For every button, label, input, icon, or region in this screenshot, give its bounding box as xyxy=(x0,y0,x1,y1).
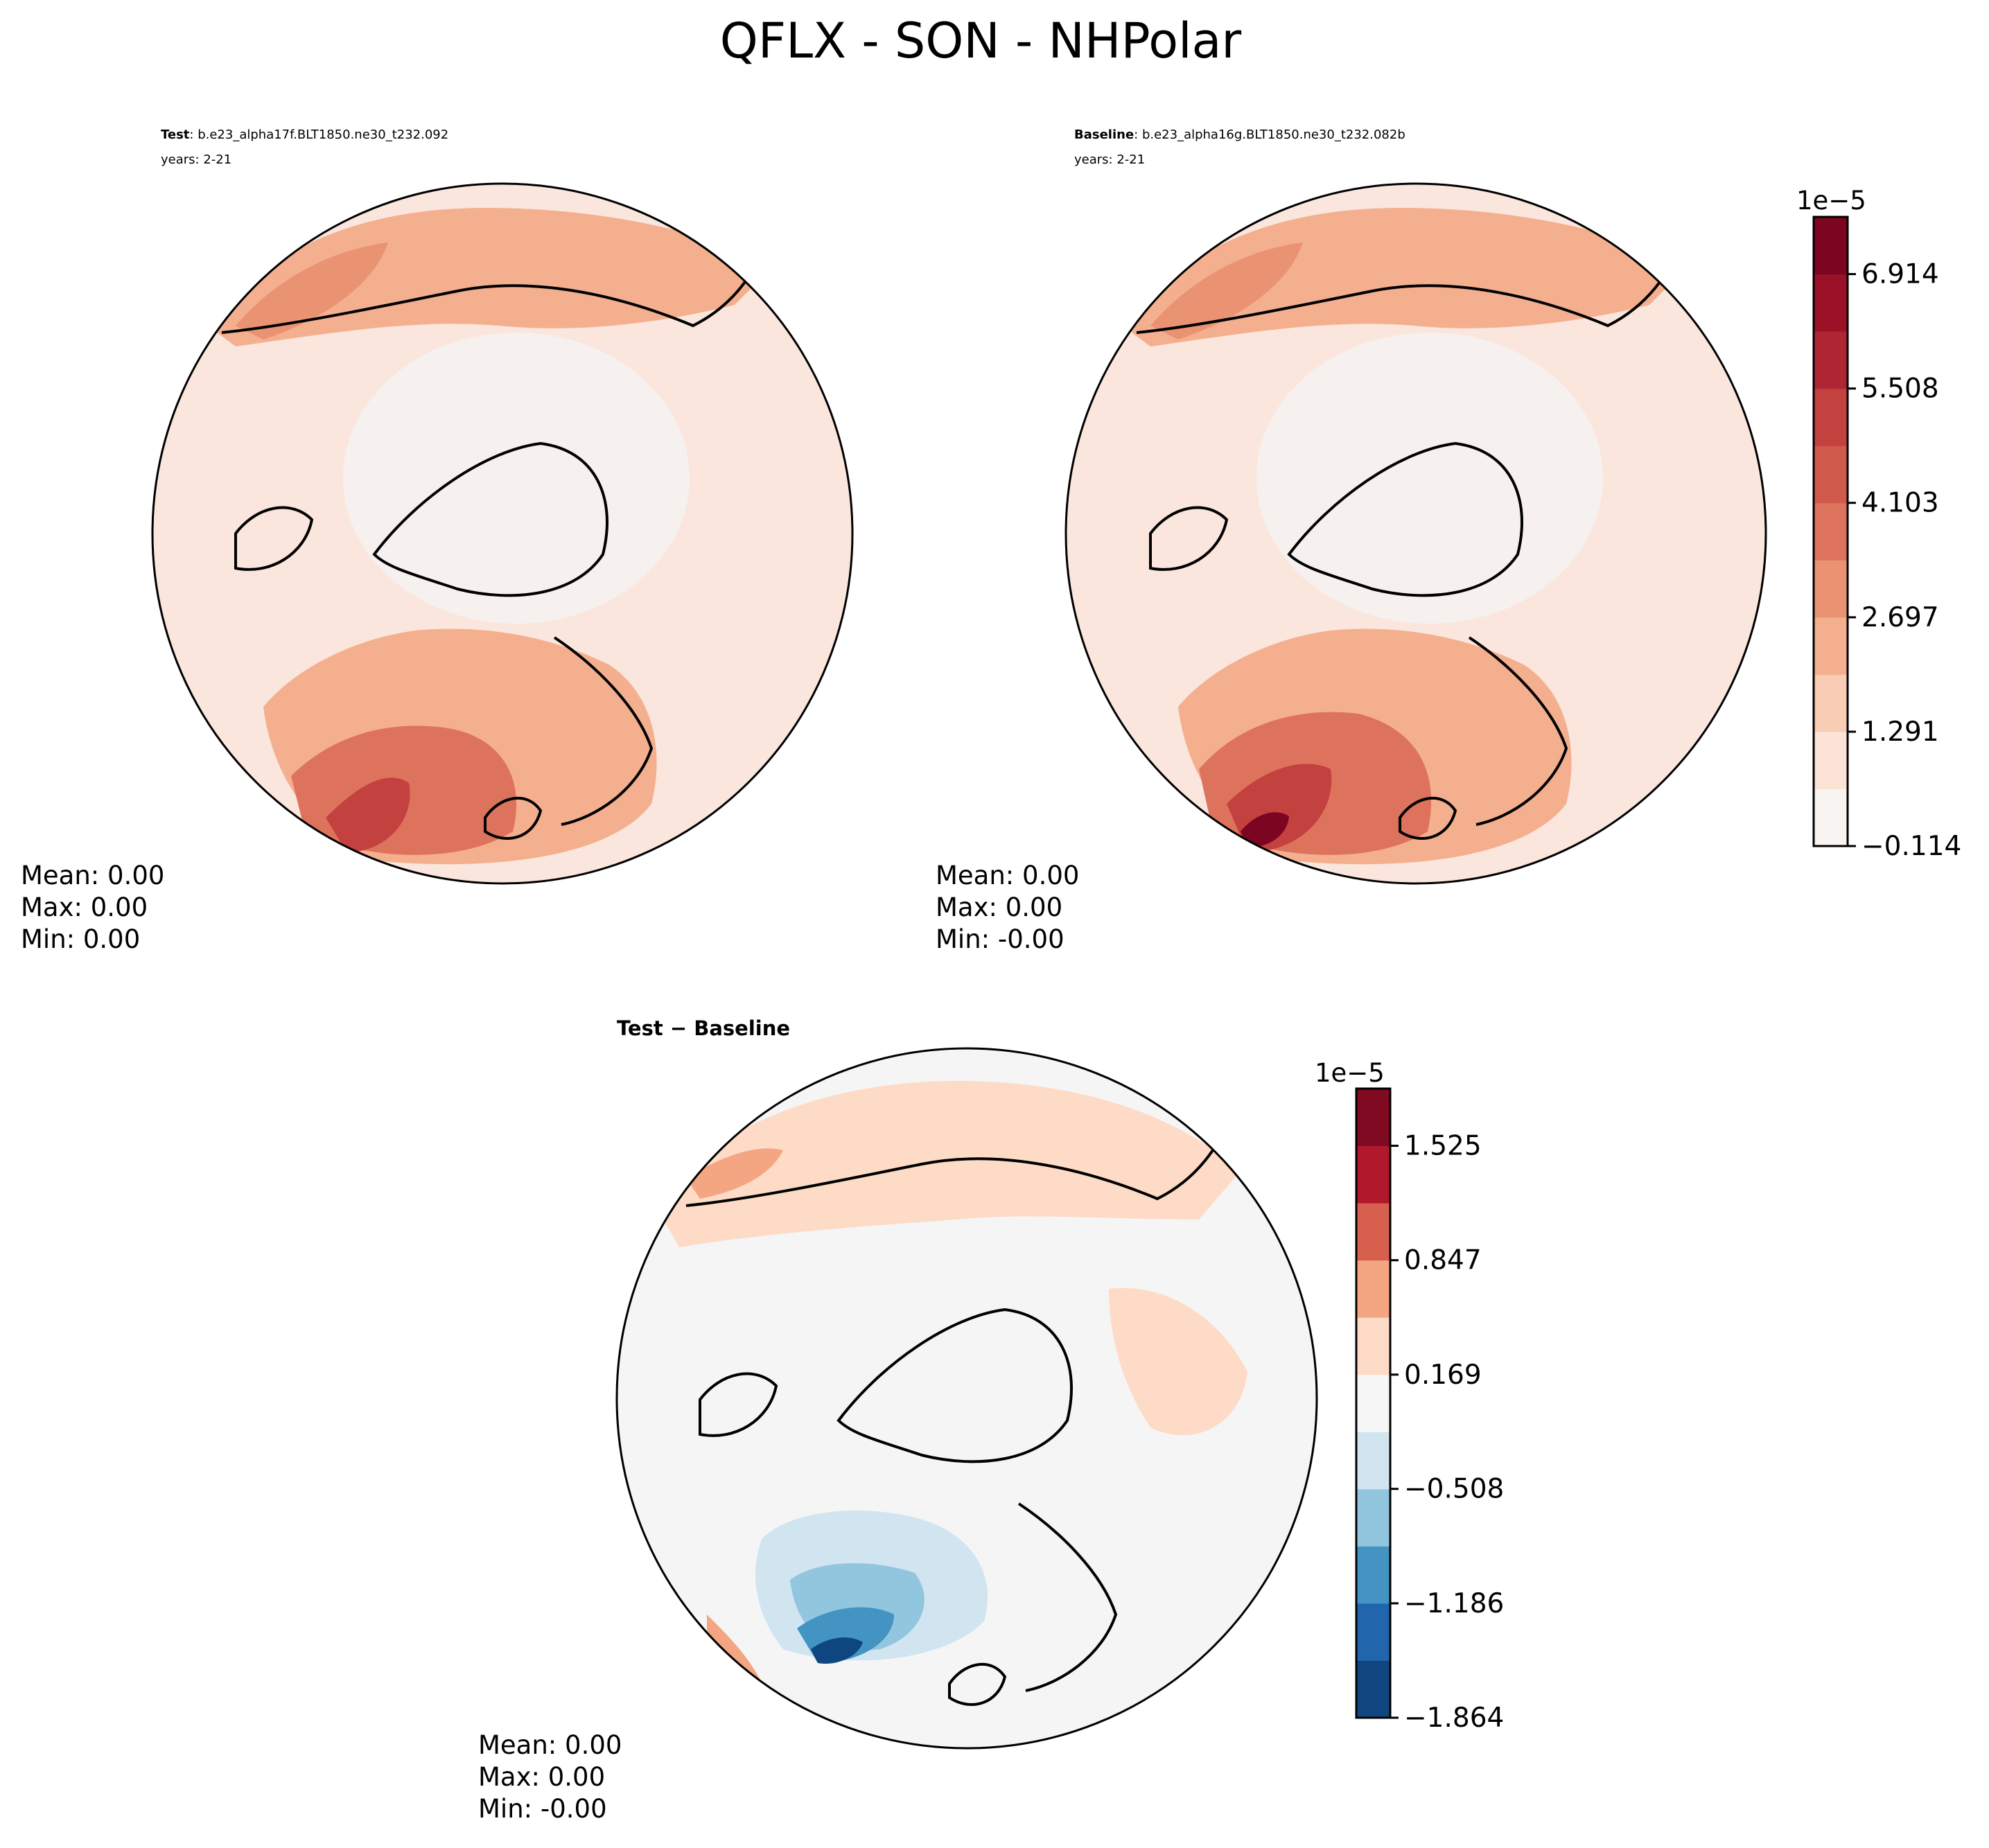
colorbar-diff-segment xyxy=(1356,1317,1390,1375)
colorbar-main-segment xyxy=(1814,731,1848,789)
baseline-map-frame xyxy=(1064,182,1767,885)
colorbar-main-segment xyxy=(1814,274,1848,332)
diff-map xyxy=(617,1048,1317,1748)
colorbar-diff-tick-label: 0.169 xyxy=(1404,1359,1482,1391)
test-contour-arctic xyxy=(343,333,690,624)
diff-stat-min: Min: -0.00 xyxy=(478,1794,607,1824)
diff-contours xyxy=(651,1081,1247,1684)
diff-contour-east xyxy=(1109,1287,1247,1436)
baseline-contour-north-deep xyxy=(1150,243,1303,340)
colorbar-main-segment xyxy=(1814,388,1848,446)
diff-contour-north xyxy=(651,1081,1241,1247)
test-stat-min: Min: 0.00 xyxy=(21,924,140,954)
baseline-coastlines xyxy=(1136,249,1679,840)
colorbar-main-segment xyxy=(1814,617,1848,675)
colorbar-diff-tick-label: −0.508 xyxy=(1404,1474,1504,1505)
diff-contour-north-pos xyxy=(686,1148,783,1199)
test-contour-north-deep xyxy=(236,243,388,340)
test-stat-mean: Mean: 0.00 xyxy=(21,861,164,890)
test-panel-title: Test: b.e23_alpha17f.BLT1850.ne30_t232.0… xyxy=(161,127,448,142)
baseline-contour-atlantic-peak xyxy=(1241,812,1289,847)
diff-stat-mean: Mean: 0.00 xyxy=(478,1730,622,1760)
colorbar-main-segment xyxy=(1814,560,1848,618)
baseline-contours xyxy=(1123,208,1691,865)
colorbar-diff-segment xyxy=(1356,1546,1390,1604)
baseline-stat-mean: Mean: 0.00 xyxy=(936,861,1079,890)
colorbar-diff-segment xyxy=(1356,1260,1390,1318)
test-panel-years: years: 2-21 xyxy=(161,152,231,167)
baseline-panel: Baseline: b.e23_alpha16g.BLT1850.ne30_t2… xyxy=(936,127,1767,954)
colorbar-diff-segment xyxy=(1356,1145,1390,1204)
colorbar-diff: 1e−5 −1.864 −1.186 −0.508 0.169 0.847 1.525 xyxy=(1315,1058,1504,1734)
figure-title: QFLX - SON - NHPolar xyxy=(720,12,1242,69)
colorbar-diff-frame xyxy=(1355,1087,1392,1719)
baseline-map xyxy=(1066,184,1766,883)
colorbar-main-frame xyxy=(1812,215,1849,847)
colorbar-main-segment xyxy=(1814,217,1848,275)
baseline-stat-min: Min: -0.00 xyxy=(936,924,1064,954)
colorbar-diff-exponent: 1e−5 xyxy=(1315,1058,1385,1088)
diff-contour-neg-core xyxy=(811,1637,863,1664)
colorbar-main-tick-label: 5.508 xyxy=(1861,373,1939,405)
colorbar-diff-tick-label: 1.525 xyxy=(1404,1131,1482,1162)
baseline-stat-max: Max: 0.00 xyxy=(936,892,1062,922)
baseline-contour-arctic xyxy=(1256,333,1603,624)
diff-stat-max: Max: 0.00 xyxy=(478,1762,605,1792)
colorbar-main-segment xyxy=(1814,446,1848,504)
colorbar-main-exponent: 1e−5 xyxy=(1796,186,1866,215)
test-map xyxy=(152,184,852,883)
colorbar-main-tick-label: −0.114 xyxy=(1861,831,1961,862)
diff-panel-title: Test − Baseline xyxy=(617,1017,790,1040)
colorbar-diff-tick-label: 0.847 xyxy=(1404,1245,1482,1276)
colorbar-diff-segment xyxy=(1356,1203,1390,1261)
baseline-panel-title: Baseline: b.e23_alpha16g.BLT1850.ne30_t2… xyxy=(1074,127,1405,142)
colorbar-diff-segment xyxy=(1356,1432,1390,1490)
colorbar-main-segment xyxy=(1814,789,1848,847)
colorbar-diff-segment xyxy=(1356,1660,1390,1718)
colorbar-main-tick-label: 6.914 xyxy=(1861,259,1939,290)
colorbar-main-tick-label: 4.103 xyxy=(1861,488,1939,519)
colorbar-main-tick-label: 1.291 xyxy=(1861,716,1939,748)
colorbar-diff-segment xyxy=(1356,1488,1390,1547)
test-contour-atlantic-core xyxy=(326,777,410,852)
diff-panel: Test − Baseline Mean: 0.00 xyxy=(478,1017,1318,1824)
diff-contour-west xyxy=(707,1614,762,1684)
colorbar-main: 1e−5 −0.114 1.291 2.697 4.103 5.508 6.914 xyxy=(1796,186,1961,862)
diff-coastlines xyxy=(685,1122,1228,1706)
colorbar-main-tick-label: 2.697 xyxy=(1861,602,1939,633)
test-panel: Test: b.e23_alpha17f.BLT1850.ne30_t232.0… xyxy=(21,127,854,954)
colorbar-main-segment xyxy=(1814,674,1848,732)
baseline-panel-years: years: 2-21 xyxy=(1074,152,1145,167)
colorbar-diff-segment xyxy=(1356,1089,1390,1147)
colorbar-diff-segment xyxy=(1356,1603,1390,1661)
test-stat-max: Max: 0.00 xyxy=(21,892,148,922)
colorbar-diff-tick-label: −1.186 xyxy=(1404,1588,1504,1619)
test-coastlines xyxy=(221,249,764,840)
diff-map-frame xyxy=(615,1047,1318,1750)
colorbar-main-segment xyxy=(1814,502,1848,561)
colorbar-diff-segment xyxy=(1356,1374,1390,1432)
colorbar-main-segment xyxy=(1814,331,1848,389)
colorbar-diff-tick-label: −1.864 xyxy=(1404,1702,1504,1734)
test-map-frame xyxy=(151,182,854,885)
